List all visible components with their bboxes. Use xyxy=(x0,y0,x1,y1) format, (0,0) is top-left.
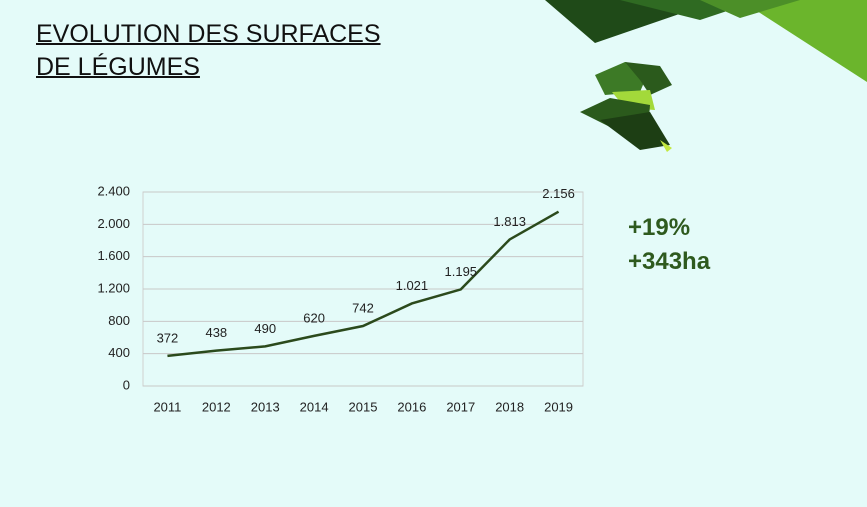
data-label: 1.813 xyxy=(493,214,526,229)
y-tick-label: 1.200 xyxy=(97,280,130,295)
data-line xyxy=(167,210,560,358)
data-label: 620 xyxy=(303,310,325,325)
data-label: 1.021 xyxy=(396,278,429,293)
data-label: 372 xyxy=(157,330,179,345)
y-tick-label: 1.600 xyxy=(97,248,130,263)
y-tick-label: 400 xyxy=(108,345,130,360)
data-label: 742 xyxy=(352,300,374,315)
x-tick-label: 2014 xyxy=(300,399,329,414)
x-tick-label: 2017 xyxy=(446,399,475,414)
annotation: +343ha xyxy=(628,248,711,275)
x-tick-label: 2015 xyxy=(349,399,378,414)
y-tick-label: 2.000 xyxy=(97,216,130,231)
data-label: 2.156 xyxy=(542,186,575,201)
data-label: 1.195 xyxy=(445,264,478,279)
data-label: 490 xyxy=(254,321,276,336)
y-tick-label: 0 xyxy=(123,377,130,392)
y-tick-label: 800 xyxy=(108,313,130,328)
x-tick-label: 2016 xyxy=(397,399,426,414)
annotation: +19% xyxy=(628,214,691,241)
x-tick-label: 2018 xyxy=(495,399,524,414)
x-tick-label: 2012 xyxy=(202,399,231,414)
y-tick-label: 2.400 xyxy=(97,183,130,198)
x-tick-label: 2019 xyxy=(544,399,573,414)
x-tick-label: 2013 xyxy=(251,399,280,414)
slide-title: EVOLUTION DES SURFACES DE LÉGUMES xyxy=(36,20,381,81)
x-tick-label: 2011 xyxy=(153,399,181,414)
data-label: 438 xyxy=(205,325,227,340)
